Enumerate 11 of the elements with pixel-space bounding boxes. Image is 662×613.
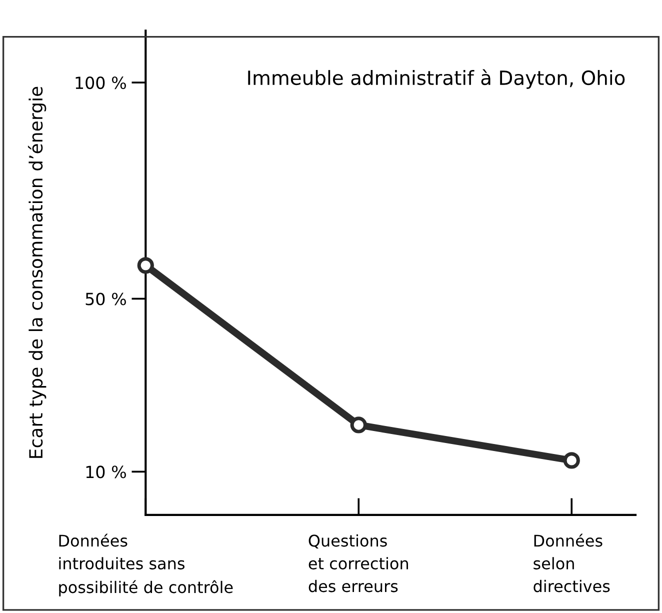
text: Immeuble administratif à Dayton, Ohio — [248, 69, 625, 89]
y-tick-label: 50 % — [86, 292, 126, 306]
x-tick-label: Données selon directives — [534, 534, 610, 592]
y-tick-label: 100 % — [76, 76, 126, 90]
point — [350, 416, 367, 434]
point — [137, 257, 154, 274]
point — [563, 452, 580, 469]
y-axis-title: Ecart type de la consommation d’énergie — [28, 86, 46, 458]
x-tick-label: Données introduites sans possibilité de contrôle — [59, 534, 233, 596]
y-tick-label: 10 % — [86, 466, 126, 478]
x-tick-label: Questions et correction des erreurs — [308, 534, 408, 592]
